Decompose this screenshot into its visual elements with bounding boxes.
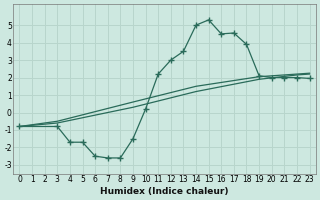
X-axis label: Humidex (Indice chaleur): Humidex (Indice chaleur) [100,187,229,196]
